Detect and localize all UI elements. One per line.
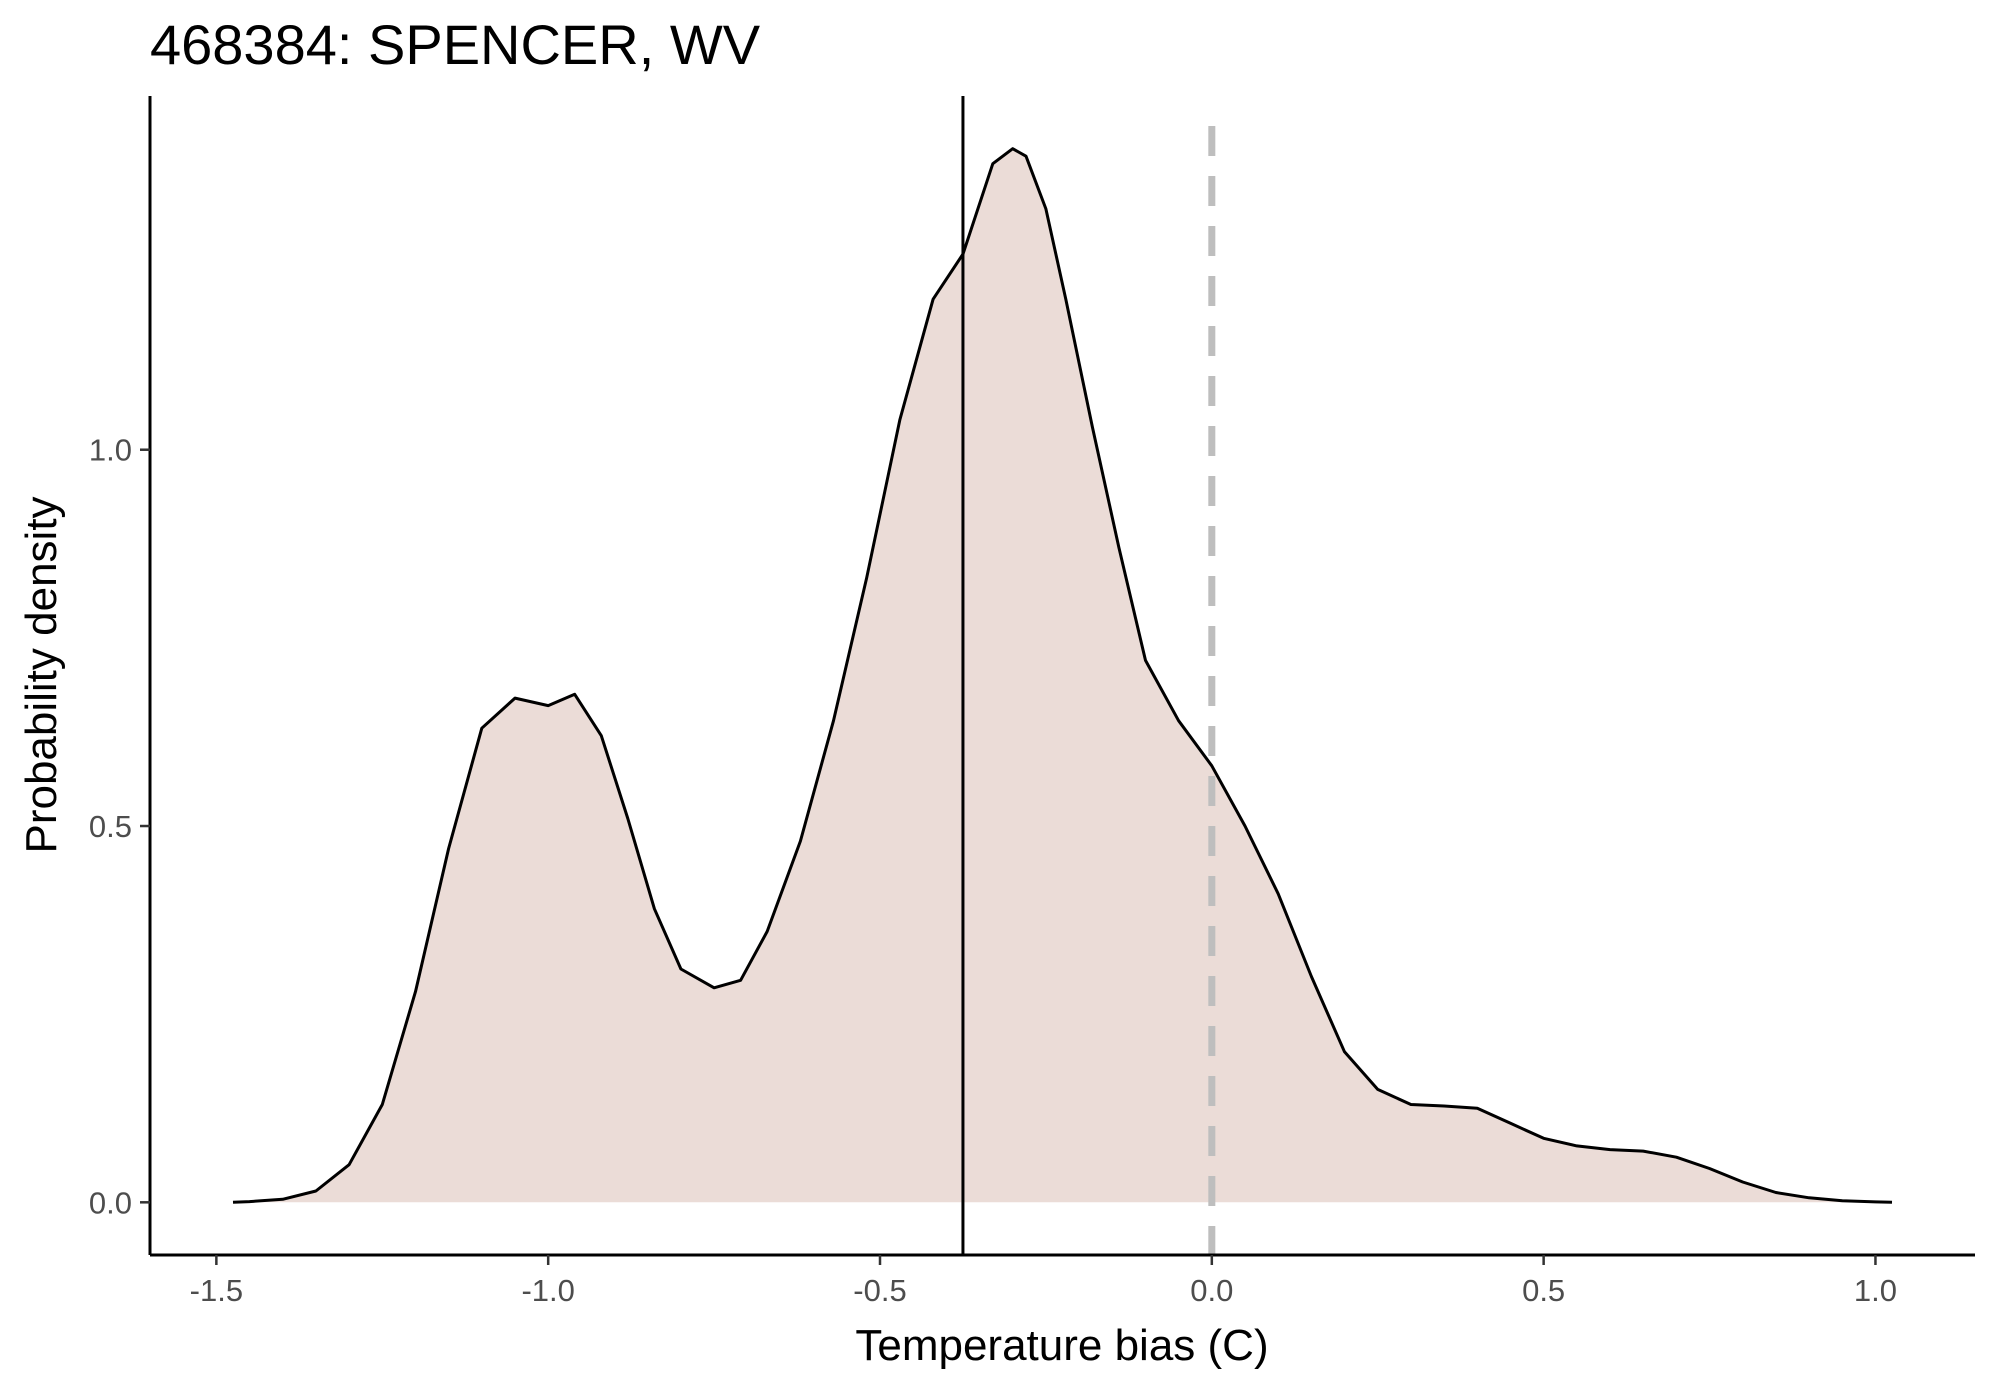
x-tick-label: 0.0 <box>1190 1273 1233 1308</box>
x-tick-label: 0.5 <box>1522 1273 1565 1308</box>
x-tick-label: -1.0 <box>521 1273 574 1308</box>
x-tick-label: 1.0 <box>1854 1273 1897 1308</box>
density-curve-line <box>232 147 1893 1204</box>
y-axis-title: Probability density <box>17 496 66 853</box>
x-axis-title: Temperature bias (C) <box>855 1321 1268 1370</box>
chart-title: 468384: SPENCER, WV <box>150 13 761 76</box>
y-tick-label: 1.0 <box>89 433 132 468</box>
y-tick-label: 0.0 <box>89 1185 132 1220</box>
x-axis-ticks: -1.5 -1.0 -0.5 0.0 0.5 1.0 <box>190 1255 1897 1308</box>
x-tick-label: -0.5 <box>853 1273 906 1308</box>
plot-area <box>232 96 1893 1255</box>
x-tick-label: -1.5 <box>190 1273 243 1308</box>
y-axis-ticks: 0.0 0.5 1.0 <box>89 433 150 1220</box>
y-tick-label: 0.5 <box>89 809 132 844</box>
density-fill-area <box>233 148 1892 1203</box>
